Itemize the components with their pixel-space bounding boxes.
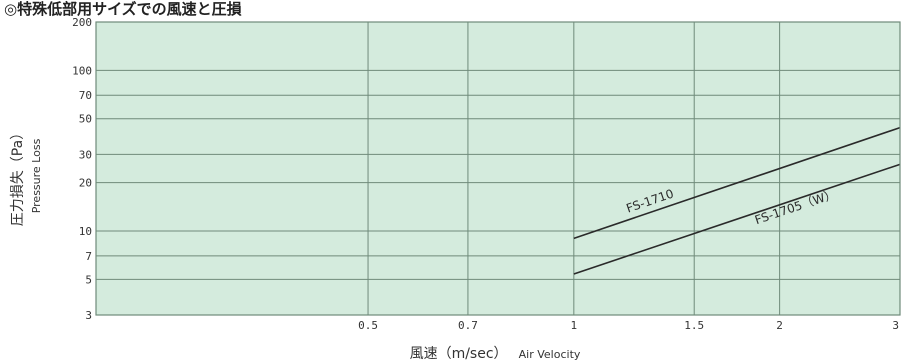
y-axis-title-en: Pressure Loss [30, 138, 43, 213]
x-tick-label: 3 [892, 319, 899, 332]
y-tick-label: 200 [72, 16, 92, 29]
y-tick-label: 70 [79, 89, 92, 102]
y-axis-title: 圧力損失（Pa） [10, 126, 26, 226]
y-tick-label: 7 [85, 250, 92, 263]
y-tick-label: 5 [85, 273, 92, 286]
series-line [573, 126, 901, 240]
y-tick-label: 20 [79, 177, 92, 190]
x-tick-label: 0.5 [358, 319, 378, 332]
x-axis-title-ja: 風速（m/sec） [410, 346, 508, 362]
plot-border [95, 21, 901, 316]
y-tick-label: 30 [79, 148, 92, 161]
y-tick-label: 100 [72, 64, 92, 77]
y-tick-label: 10 [79, 225, 92, 238]
chart-title: ◎特殊低部用サイズでの風速と圧損 [4, 0, 243, 18]
tick-labels: 3 5 7 10 20 30 50 70 100 200 0.5 0.7 1 1.5 2 3 [72, 16, 899, 332]
x-axis-title: 風速（m/sec） Air Velocity [410, 343, 581, 362]
y-tick-label: 50 [79, 113, 92, 126]
x-tick-label: 1.5 [684, 319, 704, 332]
x-tick-label: 0.7 [458, 319, 478, 332]
x-tick-label: 1 [571, 319, 578, 332]
x-tick-label: 2 [776, 319, 783, 332]
y-tick-label: 3 [85, 309, 92, 322]
x-axis-title-en: Air Velocity [519, 348, 581, 361]
series-line [573, 163, 901, 275]
